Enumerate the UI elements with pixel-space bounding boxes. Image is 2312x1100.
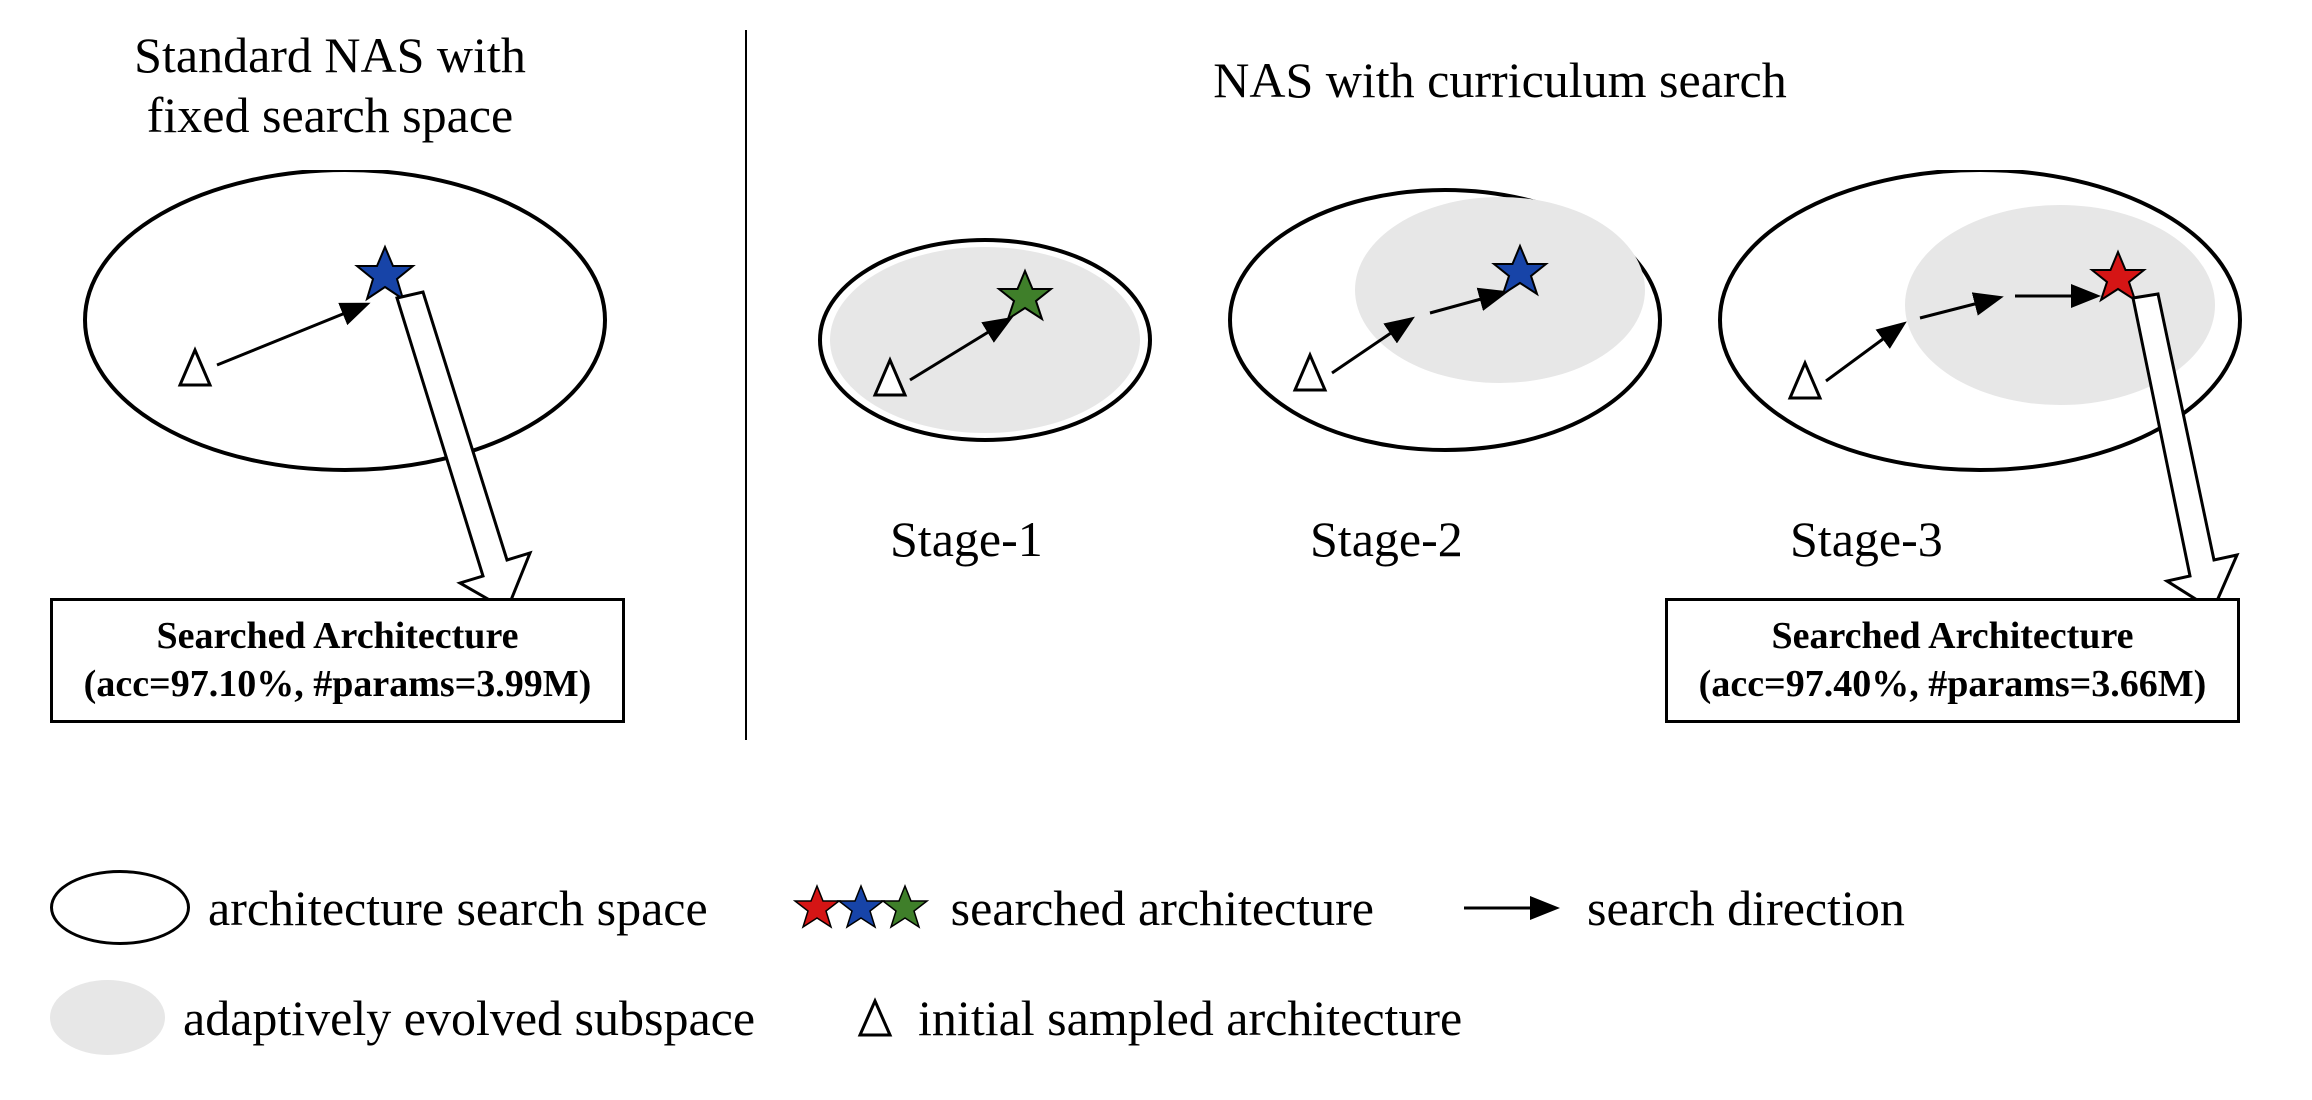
legend-arrow-icon [1459,888,1569,928]
header-right: NAS with curriculum search [1100,50,1900,110]
legend-label-subspace: adaptively evolved subspace [183,989,755,1047]
stage3-label: Stage-3 [1790,510,1943,568]
legend-item-subspace: adaptively evolved subspace [50,980,755,1055]
legend-label-searched-arch: searched architecture [951,879,1374,937]
result-left-line1: Searched Architecture [157,615,519,657]
result-right-line2: (acc=97.40%, #params=3.66M) [1699,663,2207,705]
legend-triangle-icon [850,993,900,1043]
legend-row-2: adaptively evolved subspace initial samp… [50,980,2250,1055]
legend-item-search-space: architecture search space [50,870,708,945]
legend-stars-icon [793,880,933,935]
header-left-line1: Standard NAS with [134,27,526,83]
legend-label-initial-arch: initial sampled architecture [918,989,1462,1047]
result-left-line2: (acc=97.10%, #params=3.99M) [84,663,592,705]
header-left: Standard NAS with fixed search space [70,25,590,145]
panel-stage2-svg [1220,170,1680,500]
stage2-subspace [1355,197,1645,383]
legend-label-search-space: architecture search space [208,879,708,937]
panel-stage1-svg [810,220,1190,500]
legend-item-searched-arch: searched architecture [793,879,1374,937]
legend-gray-ellipse-icon [50,980,165,1055]
header-left-line2: fixed search space [147,87,513,143]
legend-row-1: architecture search space searched archi… [50,870,2250,945]
legend-item-search-direction: search direction [1459,879,1905,937]
search-space-ellipse [85,170,605,470]
divider-line [745,30,747,740]
stage1-subspace [830,247,1140,433]
legend-label-search-direction: search direction [1587,879,1905,937]
result-box-left: Searched Architecture (acc=97.10%, #para… [50,598,625,723]
legend-item-initial-arch: initial sampled architecture [850,989,1462,1047]
header-right-text: NAS with curriculum search [1213,52,1786,108]
result-box-right: Searched Architecture (acc=97.40%, #para… [1665,598,2240,723]
legend-ellipse-icon [50,870,190,945]
stage2-label: Stage-2 [1310,510,1463,568]
stage1-label: Stage-1 [890,510,1043,568]
legend: architecture search space searched archi… [50,870,2250,1090]
result-right-line1: Searched Architecture [1772,615,2134,657]
